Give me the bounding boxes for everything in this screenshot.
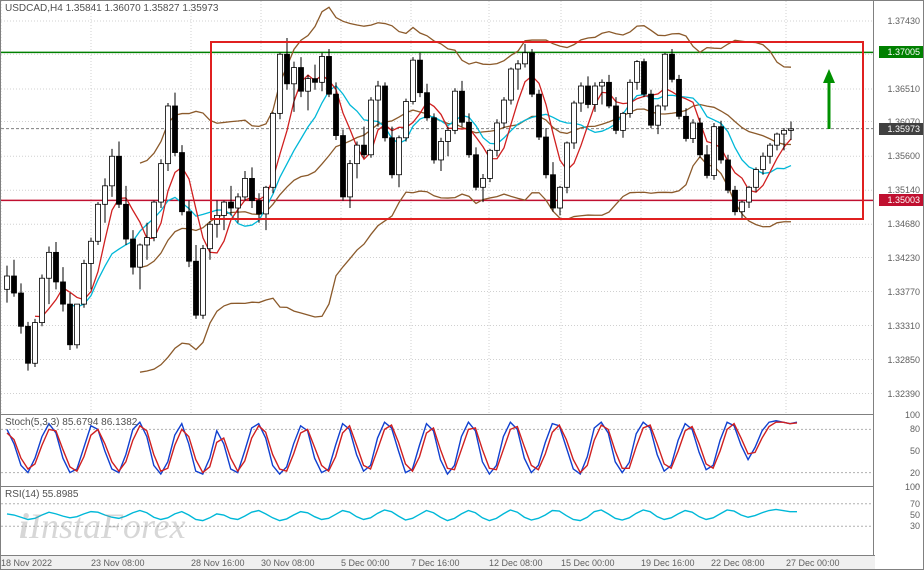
price-y-axis: 1.323901.328501.333101.337701.342301.346…	[873, 1, 923, 415]
chart-title: USDCAD,H4 1.35841 1.36070 1.35827 1.3597…	[5, 3, 219, 14]
main-chart-svg	[1, 1, 875, 415]
rsi-label: RSI(14) 55.8985	[5, 489, 78, 500]
main-price-chart[interactable]: USDCAD,H4 1.35841 1.36070 1.35827 1.3597…	[1, 1, 875, 415]
stoch-label: Stoch(5,3,3) 85.6794 86.1382	[5, 417, 137, 428]
stochastic-panel[interactable]: Stoch(5,3,3) 85.6794 86.1382	[1, 415, 875, 487]
stoch-y-axis: 0205080100	[873, 415, 923, 487]
chart-container: USDCAD,H4 1.35841 1.36070 1.35827 1.3597…	[0, 0, 924, 570]
time-x-axis: 18 Nov 202223 Nov 08:0028 Nov 16:0030 No…	[1, 555, 875, 569]
rsi-y-axis: 305070100	[873, 487, 923, 557]
rsi-svg	[1, 487, 875, 543]
rsi-panel[interactable]: RSI(14) 55.8985	[1, 487, 875, 557]
